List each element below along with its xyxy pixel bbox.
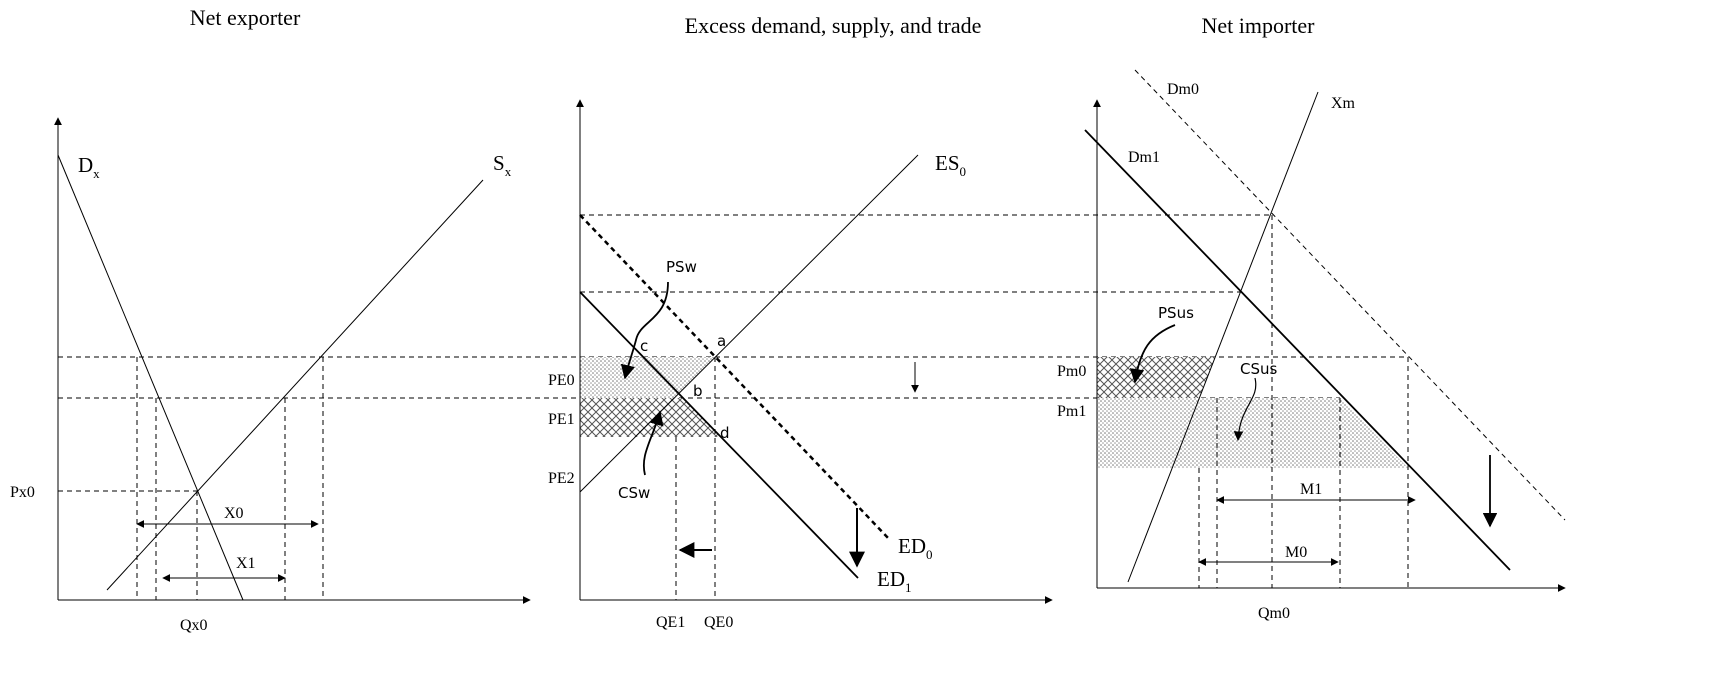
label-sub: x	[505, 164, 512, 179]
curve-label: ED1	[877, 567, 912, 595]
title: Excess demand, supply, and trade	[685, 13, 982, 38]
curve-label: Xm	[1331, 95, 1356, 112]
arrow-label: M0	[1285, 544, 1307, 561]
label-main: S	[493, 151, 505, 175]
shape	[106, 179, 484, 591]
shape	[1097, 357, 1215, 398]
trade-panel	[576, 99, 1053, 604]
shape	[579, 214, 891, 541]
shape	[57, 154, 244, 601]
area-label: PSw	[666, 258, 697, 276]
title: Net importer	[1201, 13, 1315, 38]
curve-label: Dm0	[1167, 81, 1199, 98]
axis-label: PE1	[548, 411, 575, 428]
label-sub: 0	[926, 547, 933, 562]
shape	[620, 281, 669, 380]
axis-label: Pm0	[1057, 363, 1086, 380]
curve-label: Dx	[78, 153, 100, 181]
axis-label: Qx0	[180, 617, 208, 634]
label-main: ED	[877, 567, 905, 591]
shape	[1129, 324, 1176, 384]
axis-label: PE2	[548, 470, 575, 487]
axis-label: QE1	[656, 614, 685, 631]
shape	[1097, 398, 1408, 468]
importer-panel	[1084, 69, 1566, 592]
axis-label: Pm1	[1057, 403, 1086, 420]
curve-label: ES0	[935, 151, 966, 179]
label-sub: x	[93, 166, 100, 181]
shape	[1127, 91, 1319, 583]
shape	[580, 357, 715, 398]
shape	[1233, 377, 1257, 441]
label-main: D	[78, 153, 93, 177]
area-label: CSw	[618, 484, 650, 502]
axis-label: PE0	[548, 372, 575, 389]
arrow-label: X0	[224, 505, 244, 522]
shape	[579, 291, 859, 579]
axis-label: QE0	[704, 614, 733, 631]
shape	[1084, 129, 1511, 571]
axis-label: Qm0	[1258, 605, 1290, 622]
curve-label: ED0	[898, 534, 933, 562]
point-label: b	[693, 382, 703, 400]
point-label: d	[720, 424, 730, 442]
shape	[643, 410, 664, 476]
exporter-panel	[54, 117, 531, 604]
arrow-label: X1	[236, 555, 256, 572]
axis-label: Px0	[10, 484, 35, 501]
label-main: ED	[898, 534, 926, 558]
point-label: a	[717, 332, 726, 350]
title: Net exporter	[190, 5, 301, 30]
point-label: c	[640, 337, 648, 355]
shape	[580, 398, 721, 437]
label-main: ES	[935, 151, 960, 175]
label-sub: 0	[960, 164, 967, 179]
area-label: CSus	[1240, 360, 1278, 378]
area-label: PSus	[1158, 304, 1194, 322]
curve-label: Dm1	[1128, 149, 1160, 166]
shape	[579, 154, 919, 493]
label-sub: 1	[905, 580, 912, 595]
curve-label: Sx	[493, 151, 512, 179]
arrow-label: M1	[1300, 481, 1322, 498]
shape	[1134, 69, 1566, 521]
